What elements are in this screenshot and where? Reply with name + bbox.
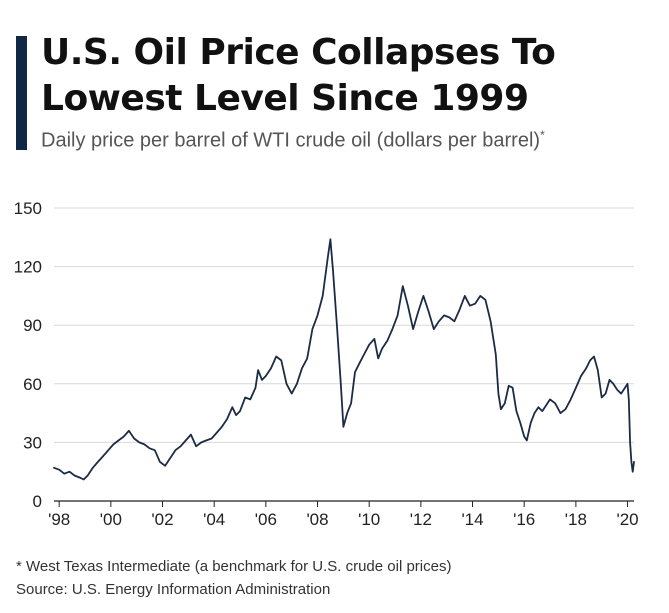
y-tick-label-0: 0 [33,492,42,511]
y-tick-label-30: 30 [23,433,42,452]
x-tick-label-2000: '00 [100,510,122,529]
x-tick-label-2002: '02 [151,510,173,529]
x-axis-ticks: '98 '00 '02 '04 '06 '08 '10 '12 '14 '16 '18 '20 [48,501,639,529]
x-tick-label-1998: '98 [48,510,70,529]
source-note: Source: U.S. Energy Information Administ… [16,581,331,598]
chart-title: U.S. Oil Price Collapses To Lowest Level… [41,32,556,119]
series-layer [53,238,635,481]
y-tick-label-90: 90 [23,316,42,335]
footnote: * West Texas Intermediate (a benchmark f… [16,558,452,575]
x-tick-label-2014: '14 [461,510,483,529]
x-tick-label-2020: '20 [616,510,638,529]
x-tick-label-2004: '04 [203,510,225,529]
subtitle-text: Daily price per barrel of WTI crude oil … [41,129,541,152]
x-tick-label-2012: '12 [410,510,432,529]
series-line-wti [53,238,635,481]
x-tick-label-2010: '10 [358,510,380,529]
y-tick-label-60: 60 [23,375,42,394]
line-chart: 0 30 60 90 120 150 '98 '00 '02 '04 '06 '08 '10 '12 '1… [14,199,639,529]
x-tick-label-2018: '18 [565,510,587,529]
gridlines [54,207,634,502]
y-tick-label-120: 120 [14,258,42,277]
chart-subtitle: Daily price per barrel of WTI crude oil … [41,128,545,153]
x-tick-label-2006: '06 [255,510,277,529]
x-tick-label-2008: '08 [306,510,328,529]
subtitle-footnote-mark: * [540,128,545,142]
title-accent-bar [16,36,27,150]
y-tick-label-150: 150 [14,199,42,218]
y-axis-ticks: 0 30 60 90 120 150 [14,199,42,511]
x-tick-label-2016: '16 [513,510,535,529]
